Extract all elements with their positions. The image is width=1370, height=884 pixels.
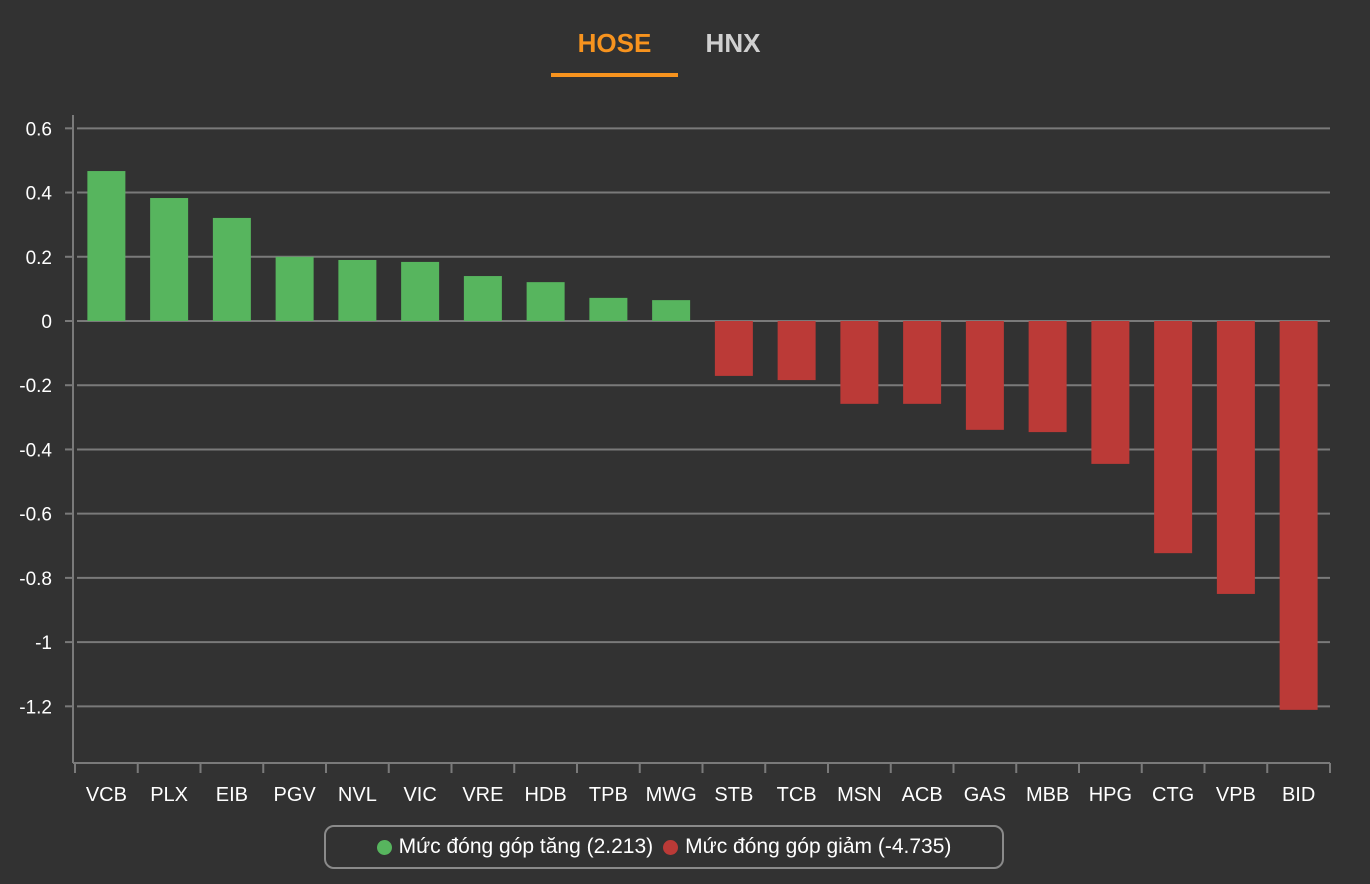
x-tick-label: VIC	[403, 784, 436, 806]
y-tick-label: 0.4	[26, 184, 53, 205]
y-tick-label: -0.6	[19, 505, 52, 526]
y-tick-label: -1.2	[19, 697, 52, 718]
bar-ctg	[1154, 321, 1193, 554]
x-tick-label: GAS	[964, 784, 1006, 806]
tab-hnx[interactable]: HNX	[705, 28, 761, 58]
x-tick-label: CTG	[1152, 784, 1194, 806]
x-tick-label: NVL	[338, 784, 377, 806]
y-tick-label: -1	[35, 633, 52, 654]
x-tick-label: EIB	[216, 784, 248, 806]
legend-label-increase: Mức đóng góp tăng (2.213)	[398, 835, 654, 858]
bar-gas	[965, 321, 1004, 430]
bar-msn	[840, 321, 879, 404]
bar-vre	[463, 276, 502, 321]
bar-mbb	[1028, 321, 1067, 433]
x-tick-label: PLX	[150, 784, 188, 806]
bar-bid	[1279, 321, 1318, 710]
exchange-tabs: HOSE HNX	[551, 28, 788, 77]
bar-mwg	[652, 300, 691, 321]
bar-stb	[714, 321, 753, 376]
tab-hose[interactable]: HOSE	[551, 28, 678, 77]
x-tick-label: TPB	[589, 784, 628, 806]
bar-hdb	[526, 282, 565, 321]
legend-item-decrease[interactable]: Mức đóng góp giảm (-4.735)	[663, 835, 951, 859]
bar-vpb	[1216, 321, 1255, 594]
y-tick-label: 0	[41, 312, 52, 333]
x-tick-label: MSN	[837, 784, 881, 806]
x-tick-label: HPG	[1089, 784, 1132, 806]
bar-vcb	[87, 171, 126, 321]
bar-plx	[150, 198, 189, 321]
bar-hpg	[1091, 321, 1130, 464]
x-tick-label: ACB	[902, 784, 943, 806]
y-tick-label: -0.8	[19, 569, 52, 590]
y-tick-label: 0.2	[26, 248, 52, 269]
x-tick-label: VCB	[86, 784, 127, 806]
y-tick-label: -0.4	[19, 440, 52, 461]
y-tick-label: -0.2	[19, 376, 52, 397]
bar-nvl	[338, 259, 377, 321]
green-dot-icon	[376, 839, 392, 855]
x-tick-label: STB	[714, 784, 753, 806]
y-tick-label: 0.6	[26, 119, 52, 140]
bar-eib	[212, 217, 251, 321]
bar-vic	[401, 261, 440, 321]
legend-label-decrease: Mức đóng góp giảm (-4.735)	[685, 835, 952, 858]
x-tick-label: HDB	[525, 784, 567, 806]
x-tick-label: PGV	[274, 784, 317, 806]
x-tick-label: BID	[1282, 784, 1315, 806]
bar-tpb	[589, 297, 628, 321]
bar-tcb	[777, 321, 816, 381]
red-dot-icon	[663, 839, 679, 855]
x-tick-label: MBB	[1026, 784, 1069, 806]
x-tick-label: VRE	[462, 784, 503, 806]
legend-item-increase[interactable]: Mức đóng góp tăng (2.213)	[376, 835, 654, 859]
x-tick-label: VPB	[1216, 784, 1256, 806]
x-tick-label: TCB	[777, 784, 817, 806]
chart-legend: Mức đóng góp tăng (2.213) Mức đóng góp g…	[324, 825, 1004, 869]
x-tick-label: MWG	[646, 784, 697, 806]
bar-pgv	[275, 256, 314, 321]
bar-acb	[903, 321, 942, 404]
